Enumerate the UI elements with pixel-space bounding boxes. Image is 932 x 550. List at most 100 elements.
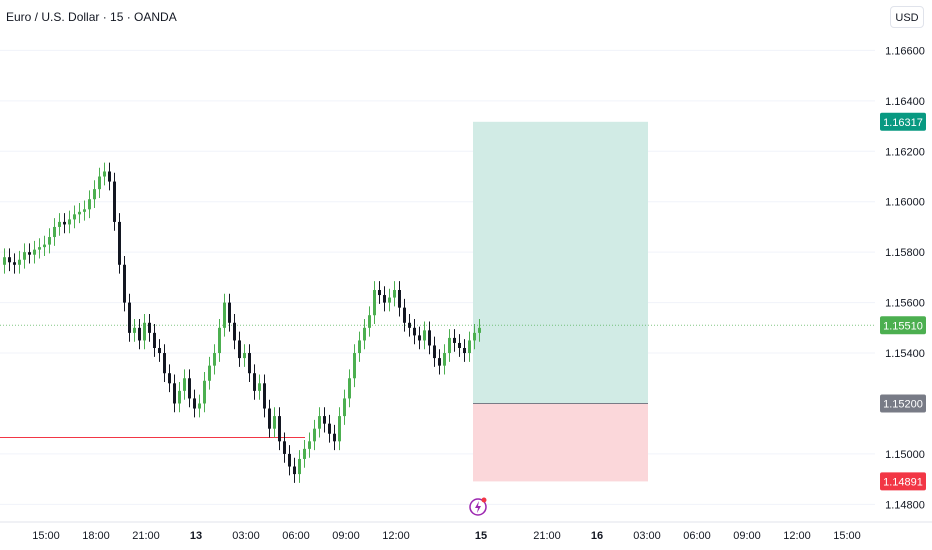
- candle-down: [328, 423, 331, 434]
- candle-up: [33, 249, 36, 255]
- candle-down: [453, 337, 456, 343]
- candle-down: [418, 335, 421, 341]
- candle-down: [168, 373, 171, 384]
- price-tick-label: 1.16200: [885, 146, 925, 158]
- candle-down: [63, 221, 66, 225]
- candle-up: [448, 337, 451, 354]
- candle-up: [38, 247, 41, 250]
- time-tick-label: 18:00: [82, 530, 110, 542]
- time-tick-label: 15:00: [32, 530, 60, 542]
- candle-up: [53, 226, 56, 238]
- candle-down: [408, 322, 411, 328]
- candle-down: [173, 383, 176, 404]
- price-tick-label: 1.15000: [885, 449, 925, 461]
- price-label-box: [880, 394, 926, 413]
- candle-up: [43, 244, 46, 248]
- candle-up: [353, 353, 356, 379]
- candle-down: [253, 373, 256, 391]
- candle-up: [393, 290, 396, 298]
- candle-up: [388, 297, 391, 303]
- candle-down: [293, 466, 296, 475]
- price-label-box: [880, 316, 926, 335]
- candle-down: [28, 252, 31, 255]
- candle-down: [413, 327, 416, 336]
- candle-up: [103, 171, 106, 177]
- candle-up: [303, 448, 306, 459]
- candle-up: [23, 252, 26, 260]
- candle-up: [18, 259, 21, 265]
- price-lines: [0, 324, 875, 439]
- candle-up: [273, 416, 276, 429]
- candle-down: [323, 416, 326, 424]
- candle-up: [178, 390, 181, 404]
- candle-up: [373, 290, 376, 316]
- candle-up: [338, 416, 341, 442]
- currency-button[interactable]: USD: [890, 6, 924, 28]
- candle-down: [123, 264, 126, 303]
- candle-down: [188, 378, 191, 399]
- candle-up: [358, 340, 361, 354]
- candle-up: [133, 327, 136, 333]
- candle-up: [343, 398, 346, 417]
- price-tick-label: 1.15800: [885, 247, 925, 259]
- time-tick-label: 03:00: [232, 530, 260, 542]
- candle-down: [148, 322, 151, 333]
- candle-up: [348, 378, 351, 399]
- candle-down: [438, 358, 441, 366]
- long-position-tool[interactable]: [473, 121, 648, 482]
- candle-up: [183, 378, 186, 391]
- time-tick-label: 09:00: [332, 530, 360, 542]
- candle-down: [8, 257, 11, 263]
- time-tick-label: 13: [190, 530, 202, 542]
- time-tick-label: 21:00: [533, 530, 561, 542]
- candle-down: [433, 345, 436, 359]
- candle-up: [223, 302, 226, 328]
- candle-down: [403, 307, 406, 323]
- price-tick-label: 1.16600: [885, 45, 925, 57]
- time-tick-label: 12:00: [382, 530, 410, 542]
- candle-up: [58, 221, 61, 227]
- candles: [3, 162, 481, 483]
- candle-up: [68, 219, 71, 225]
- time-tick-label: 15:00: [833, 530, 861, 542]
- candle-up: [88, 199, 91, 210]
- candle-down: [268, 408, 271, 429]
- time-tick-label: 15: [475, 530, 487, 542]
- candle-down: [238, 340, 241, 359]
- event-marker[interactable]: [469, 497, 487, 516]
- candle-down: [463, 348, 466, 354]
- price-axis[interactable]: 1.16600 1.16400 1.16200 1.16000 1.15800 1.156…: [880, 45, 926, 511]
- price-tick-label: 1.15600: [885, 298, 925, 310]
- candle-up: [83, 209, 86, 212]
- price-tick-label: 1.16400: [885, 96, 925, 108]
- profit-zone: [473, 121, 648, 404]
- candle-up: [258, 383, 261, 391]
- candle-down: [128, 302, 131, 333]
- price-label: 1.14891: [883, 476, 923, 488]
- symbol-title[interactable]: Euro / U.S. Dollar · 15 · OANDA: [6, 10, 177, 24]
- candle-up: [143, 322, 146, 341]
- candle-down: [263, 383, 266, 409]
- candle-down: [288, 453, 291, 467]
- candle-up: [203, 380, 206, 404]
- time-axis[interactable]: 15:00 18:00 21:00 13 03:00 06:00 09:00 12:00 15 2…: [32, 530, 861, 542]
- candle-up: [243, 353, 246, 359]
- candle-down: [383, 295, 386, 303]
- candle-down: [283, 441, 286, 454]
- candle-up: [368, 315, 371, 328]
- candle-up: [298, 458, 301, 475]
- candle-down: [278, 416, 281, 442]
- candle-up: [78, 211, 81, 215]
- candle-up: [443, 353, 446, 366]
- candle-up: [423, 330, 426, 341]
- candle-up: [213, 353, 216, 366]
- candle-up: [468, 340, 471, 354]
- candle-down: [118, 221, 121, 265]
- time-tick-label: 03:00: [633, 530, 661, 542]
- candle-up: [318, 416, 321, 429]
- time-tick-label: 09:00: [733, 530, 761, 542]
- candle-up: [363, 327, 366, 341]
- time-tick-label: 16: [591, 530, 603, 542]
- candle-down: [138, 327, 141, 341]
